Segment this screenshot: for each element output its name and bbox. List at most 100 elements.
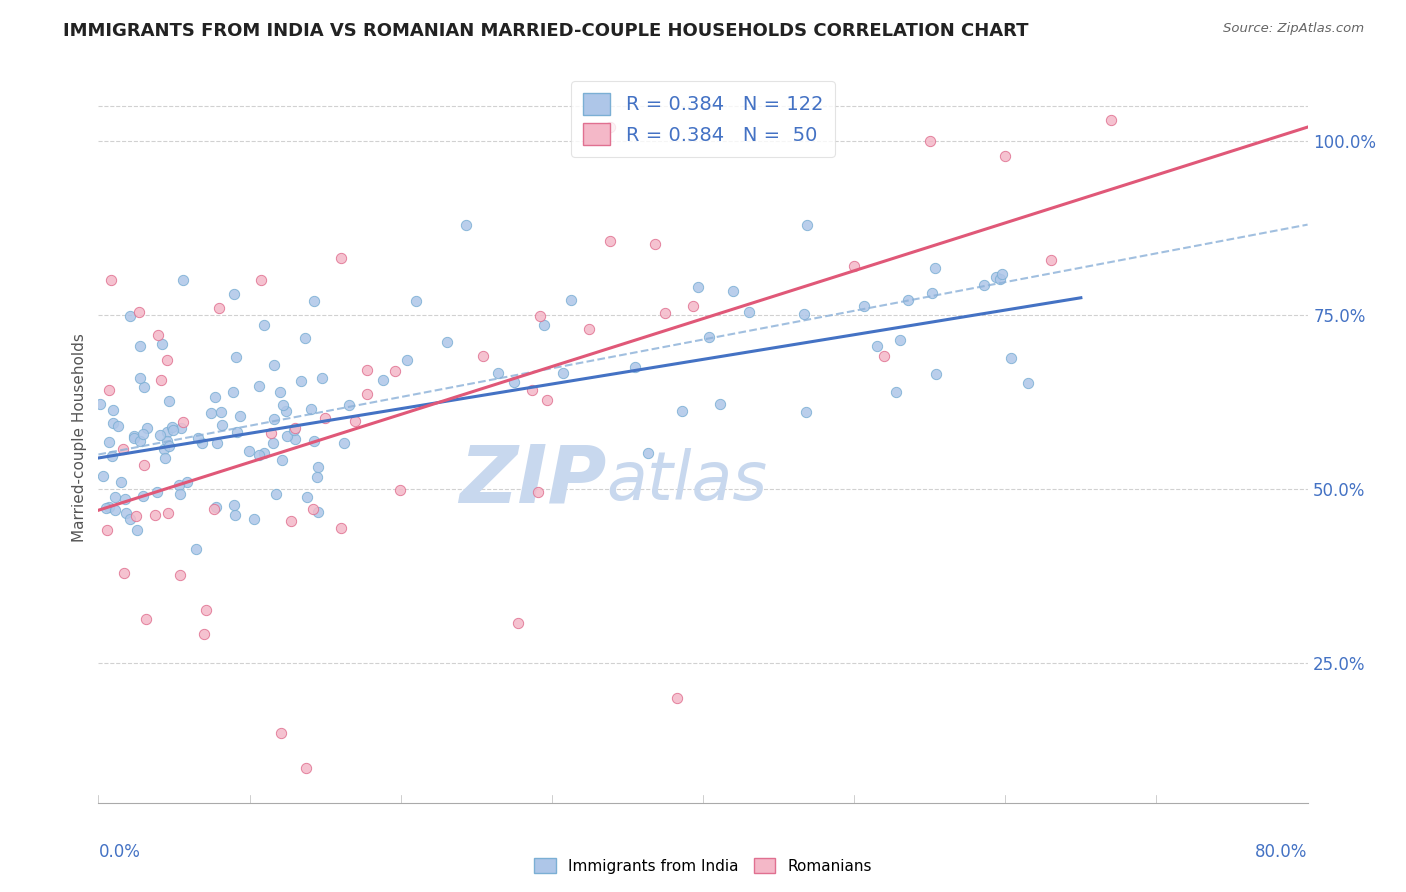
Point [242, 512, 264, 526]
Point [156, 506, 179, 520]
Point [148, 327, 170, 342]
Point [132, 489, 155, 503]
Point [284, 432, 307, 446]
Point [200, 406, 222, 420]
Point [699, 330, 721, 344]
Point [247, 448, 270, 462]
Point [283, 423, 305, 437]
Point [135, 420, 157, 434]
Point [97, 435, 120, 450]
Point [269, 384, 291, 399]
Point [122, 431, 145, 445]
Point [112, 566, 135, 580]
Point [89, 397, 111, 411]
Point [176, 475, 198, 489]
Point [211, 404, 233, 418]
Point [709, 397, 731, 411]
Point [924, 261, 946, 276]
Point [125, 523, 148, 537]
Point [486, 366, 509, 380]
Point [170, 420, 193, 434]
Point [122, 428, 145, 442]
Point [389, 483, 412, 497]
Point [373, 373, 395, 387]
Point [599, 234, 621, 248]
Point [260, 425, 283, 440]
Point [129, 434, 152, 449]
Text: IMMIGRANTS FROM INDIA VS ROMANIAN MARRIED-COUPLE HOUSEHOLDS CORRELATION CHART: IMMIGRANTS FROM INDIA VS ROMANIAN MARRIE… [63, 22, 1029, 40]
Point [738, 305, 761, 319]
Point [104, 502, 127, 516]
Point [187, 431, 209, 445]
Point [295, 761, 318, 775]
Point [307, 459, 329, 474]
Point [128, 305, 150, 319]
Point [107, 418, 129, 433]
Y-axis label: Married-couple Households: Married-couple Households [72, 333, 87, 541]
Point [224, 508, 246, 522]
Point [330, 251, 353, 265]
Point [551, 366, 574, 380]
Point [204, 390, 226, 404]
Point [302, 293, 325, 308]
Point [290, 374, 312, 388]
Point [302, 434, 325, 448]
Point [146, 485, 169, 500]
Point [796, 218, 818, 232]
Point [356, 387, 378, 401]
Point [284, 421, 307, 435]
Point [96, 500, 118, 515]
Legend: R = 0.384   N = 122, R = 0.384   N =  50: R = 0.384 N = 122, R = 0.384 N = 50 [571, 81, 835, 157]
Point [98, 384, 121, 398]
Point [91, 469, 114, 483]
Point [156, 434, 179, 449]
Point [502, 375, 524, 389]
Point [128, 339, 150, 353]
Point [125, 508, 148, 523]
Point [599, 120, 621, 134]
Point [149, 428, 172, 442]
Point [897, 293, 920, 307]
Point [205, 500, 228, 515]
Text: ZIP: ZIP [458, 442, 606, 520]
Point [156, 425, 179, 440]
Point [865, 339, 887, 353]
Point [644, 237, 666, 252]
Point [560, 293, 582, 307]
Point [262, 436, 284, 450]
Point [1017, 376, 1039, 391]
Point [436, 335, 458, 350]
Point [112, 442, 135, 457]
Point [132, 380, 155, 394]
Point [529, 310, 551, 324]
Point [238, 444, 260, 458]
Point [666, 691, 689, 706]
Point [307, 505, 329, 519]
Point [637, 446, 659, 460]
Point [114, 492, 136, 507]
Point [115, 506, 138, 520]
Point [682, 300, 704, 314]
Point [157, 439, 180, 453]
Point [333, 435, 356, 450]
Point [253, 318, 276, 333]
Point [225, 351, 247, 365]
Point [276, 404, 298, 418]
Point [793, 307, 815, 321]
Point [156, 353, 179, 368]
Point [301, 501, 323, 516]
Point [226, 425, 249, 439]
Point [194, 603, 217, 617]
Point [149, 373, 172, 387]
Point [520, 383, 543, 397]
Point [162, 423, 184, 437]
Point [253, 446, 276, 460]
Point [96, 523, 118, 537]
Point [299, 401, 322, 416]
Point [337, 398, 360, 412]
Point [207, 435, 229, 450]
Point [153, 450, 176, 465]
Point [921, 286, 943, 301]
Point [120, 512, 142, 526]
Point [280, 514, 302, 528]
